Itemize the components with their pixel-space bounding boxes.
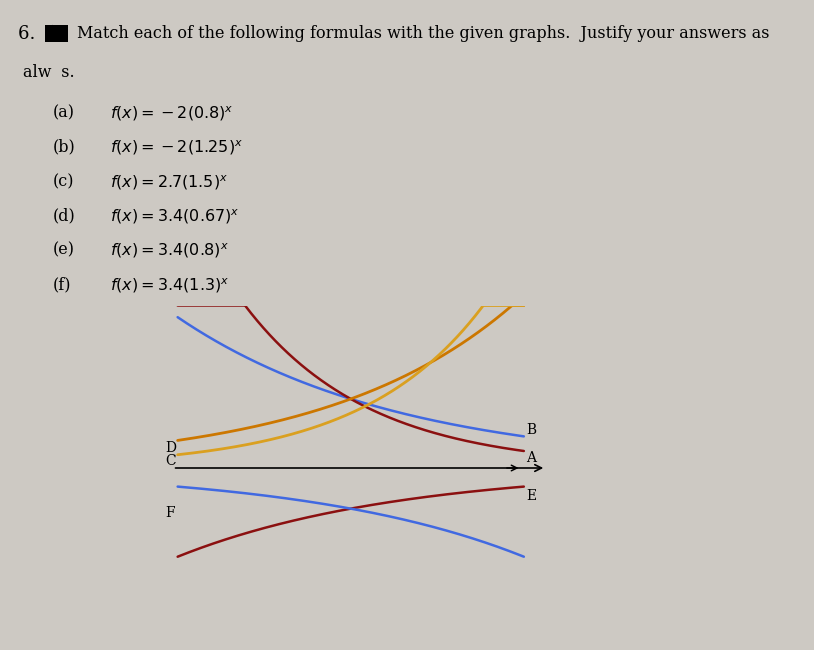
Text: A: A (527, 451, 536, 465)
Text: (b): (b) (53, 139, 76, 156)
Text: F: F (165, 506, 175, 520)
Bar (45, 25, 68, 42)
Text: (a): (a) (53, 105, 75, 122)
Text: $f(x) = 2.7(1.5)^x$: $f(x) = 2.7(1.5)^x$ (110, 173, 228, 192)
Text: alw   s.: alw s. (23, 64, 74, 81)
Text: $f(x) = 3.4(0.67)^x$: $f(x) = 3.4(0.67)^x$ (110, 207, 239, 226)
Text: 6.  (: 6. ( (18, 25, 54, 43)
Text: $f(x) = -2(1.25)^x$: $f(x) = -2(1.25)^x$ (110, 139, 243, 157)
Text: Match each of the following formulas with the given graphs.  Justify your answer: Match each of the following formulas wit… (77, 25, 770, 42)
Text: C: C (165, 454, 176, 468)
Text: (c): (c) (53, 173, 74, 190)
Text: (d): (d) (53, 207, 76, 224)
Text: (f): (f) (53, 276, 72, 293)
Text: (e): (e) (53, 242, 75, 259)
Text: $f(x) = 3.4(1.3)^x$: $f(x) = 3.4(1.3)^x$ (110, 276, 230, 294)
Text: $f(x) = 3.4(0.8)^x$: $f(x) = 3.4(0.8)^x$ (110, 242, 229, 261)
Text: D: D (165, 441, 177, 455)
Text: $f(x) = -2(0.8)^x$: $f(x) = -2(0.8)^x$ (110, 105, 234, 123)
Text: E: E (527, 489, 536, 504)
Text: B: B (527, 423, 536, 437)
